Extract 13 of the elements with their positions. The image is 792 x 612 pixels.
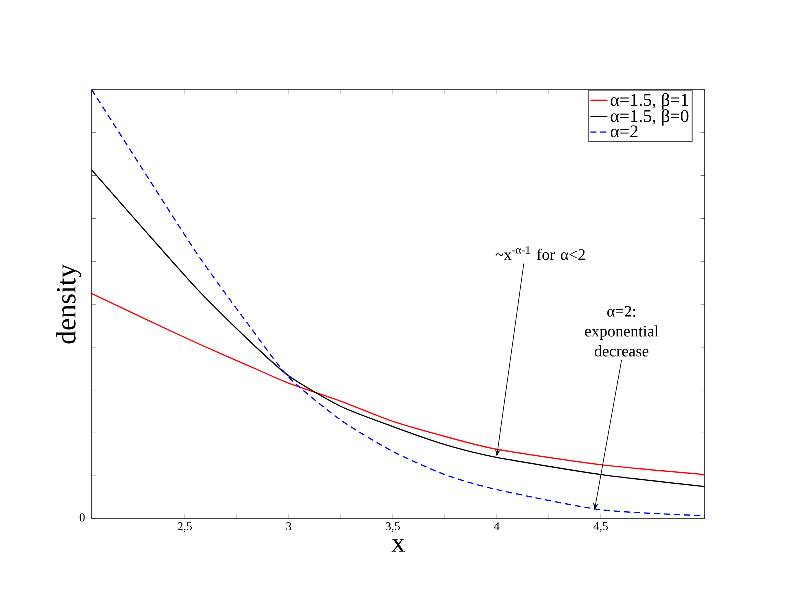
annotation: ~x$^{-α-1}$ for α<2 xyxy=(496,246,586,260)
y-axis-title: density xyxy=(56,264,82,344)
annotation: α=2: exponential decrease xyxy=(585,306,659,357)
legend-label: α=2 xyxy=(610,126,638,138)
x-tick-label: 4 xyxy=(494,522,500,530)
text: 0 xyxy=(80,514,85,522)
x-tick-label: 3,5 xyxy=(386,522,400,532)
legend-label: α=1.5, β=0 xyxy=(610,110,689,126)
x-tick-label: 2,5 xyxy=(178,522,192,532)
x-tick-label: 3 xyxy=(286,522,292,531)
x-tick-label: 4,5 xyxy=(594,522,608,532)
x-axis-title: x xyxy=(392,539,406,552)
legend-label: α=1.5, β=1 xyxy=(610,93,688,110)
